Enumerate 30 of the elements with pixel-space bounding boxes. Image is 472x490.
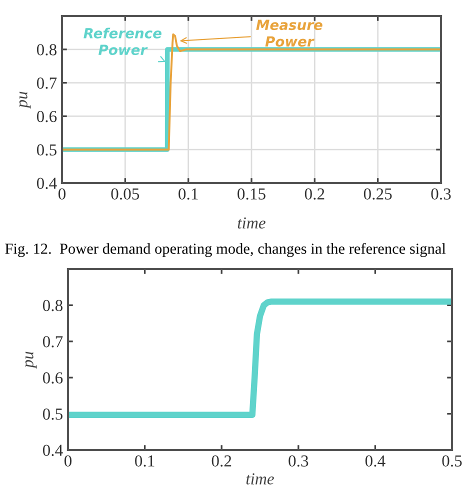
y-axis-title: pu bbox=[19, 92, 31, 109]
x-tick-label: 0.4 bbox=[365, 455, 386, 467]
x-tick-label: 0.2 bbox=[304, 188, 324, 200]
y-tick-label: 0.6 bbox=[36, 110, 57, 122]
x-tick-label: 0.05 bbox=[111, 188, 140, 200]
x-axis-title: time bbox=[238, 217, 266, 229]
y-tick-label: 0.5 bbox=[42, 408, 62, 420]
y-tick-label: 0.8 bbox=[36, 44, 57, 56]
series-label: Measure Power bbox=[256, 20, 322, 47]
x-tick-label: 0.1 bbox=[178, 188, 198, 200]
y-tick-label: 0.5 bbox=[36, 144, 56, 156]
caption: Fig. 12. Power demand operating mode, changes in the reference signal bbox=[5, 242, 446, 258]
x-tick-label: 0 bbox=[58, 188, 66, 200]
y-axis-title: pu bbox=[25, 352, 37, 369]
y-tick-label: 0.8 bbox=[42, 300, 63, 312]
y-tick-label: 0.7 bbox=[42, 336, 63, 348]
x-tick-label: 0.3 bbox=[431, 188, 451, 200]
y-tick-label: 0.4 bbox=[36, 178, 57, 190]
x-tick-label: 0.1 bbox=[135, 455, 154, 467]
x-tick-label: 0.15 bbox=[238, 188, 266, 200]
x-tick-label: 0.2 bbox=[212, 455, 232, 467]
series-label: Reference Power bbox=[84, 28, 162, 56]
x-tick-label: 0.5 bbox=[442, 455, 462, 467]
x-tick-label: 0.25 bbox=[364, 188, 392, 200]
x-tick-label: 0.3 bbox=[288, 455, 308, 467]
x-tick-label: 0 bbox=[64, 455, 72, 467]
y-tick-label: 0.7 bbox=[36, 78, 57, 89]
y-tick-label: 0.4 bbox=[42, 444, 63, 456]
x-axis-title: time bbox=[246, 473, 274, 484]
y-tick-label: 0.6 bbox=[42, 372, 63, 384]
